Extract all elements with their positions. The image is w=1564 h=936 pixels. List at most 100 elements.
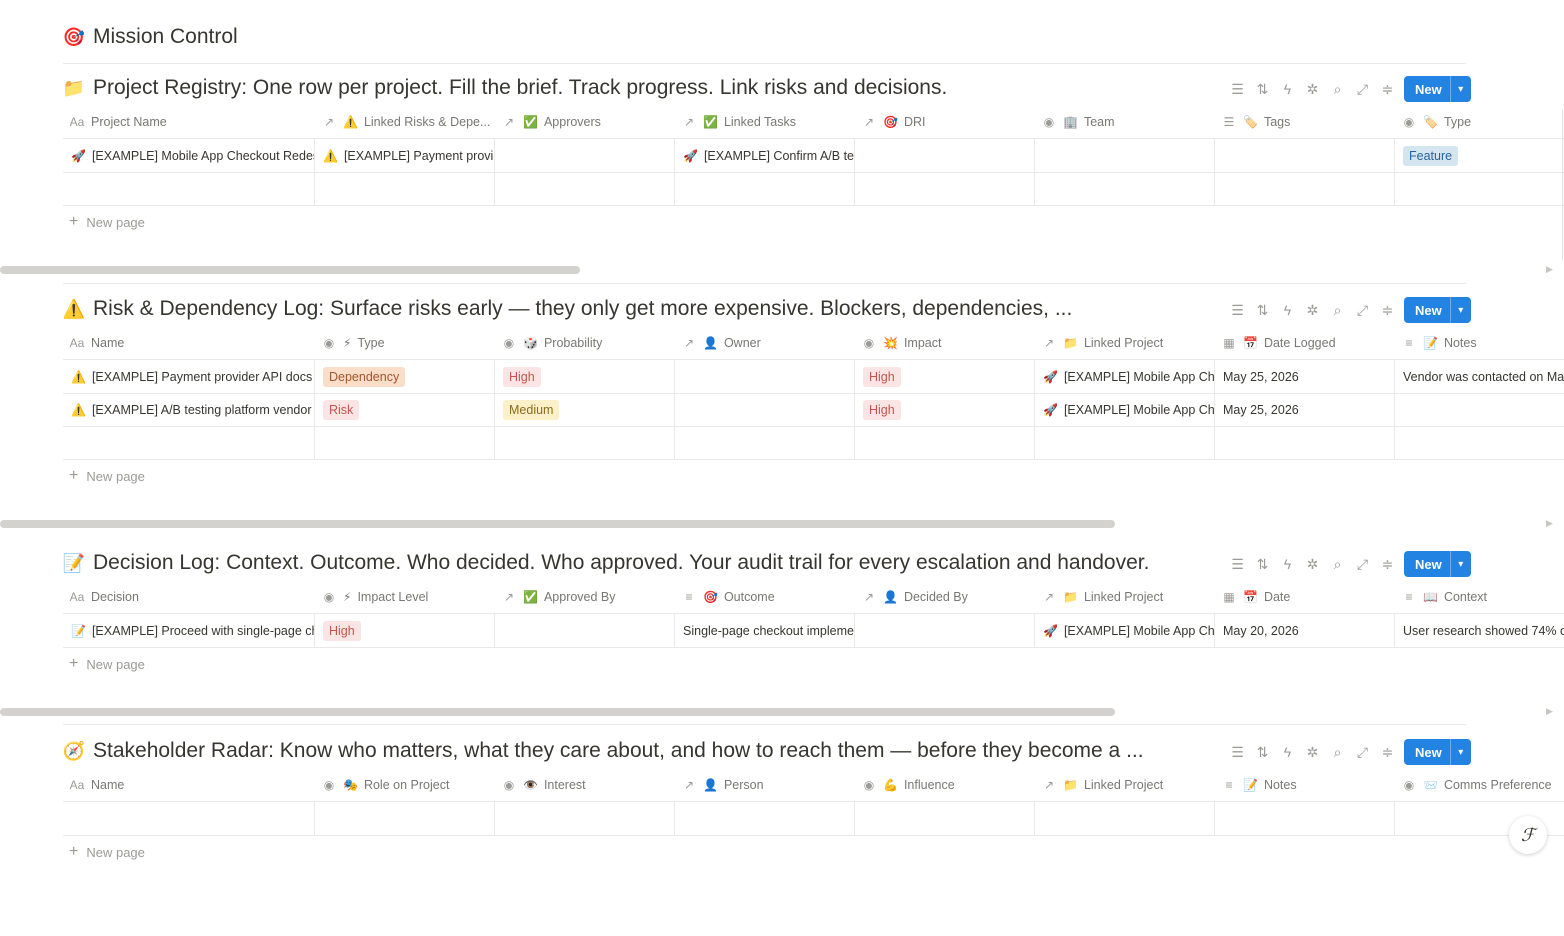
column-header[interactable]: ↗ ✅ Linked Tasks	[675, 106, 855, 138]
table-cell[interactable]	[855, 614, 1035, 647]
scroll-right-arrow-icon[interactable]: ▶	[1546, 518, 1553, 528]
horizontal-scrollbar[interactable]	[0, 708, 1115, 716]
sort-icon[interactable]: ⇅	[1256, 555, 1269, 572]
search-icon[interactable]: ⌕	[1333, 555, 1342, 572]
table-row[interactable]: ⚠️ [EXAMPLE] Payment provider API docs Dep…	[63, 360, 1564, 394]
table-cell[interactable]	[855, 802, 1035, 835]
ai-sparkle-icon[interactable]: ✲	[1306, 743, 1319, 760]
table-cell[interactable]	[1215, 172, 1395, 205]
table-cell[interactable]	[495, 172, 675, 205]
expand-icon[interactable]: ⤢	[1356, 301, 1369, 318]
table-row[interactable]	[63, 802, 1564, 836]
table-cell[interactable]: Vendor was contacted on May	[1395, 360, 1564, 393]
table-cell[interactable]: Feature	[1395, 139, 1564, 172]
table-cell[interactable]: 🚀 [EXAMPLE] Confirm A/B test	[675, 139, 855, 172]
column-header[interactable]: ↗ 👤 Owner	[675, 327, 855, 359]
column-header[interactable]: ◉ 📨 Comms Preference	[1395, 769, 1564, 801]
table-cell[interactable]: High	[315, 614, 495, 647]
search-icon[interactable]: ⌕	[1333, 301, 1342, 318]
new-button[interactable]: New ▾	[1404, 739, 1471, 765]
table-cell[interactable]: ⚠️ [EXAMPLE] A/B testing platform vendor	[63, 393, 315, 426]
new-page-button[interactable]: + New page	[69, 842, 145, 862]
scroll-right-arrow-icon[interactable]: ▶	[1546, 264, 1553, 274]
table-cell[interactable]: 🚀 [EXAMPLE] Mobile App Checkout	[1035, 360, 1215, 393]
table-cell[interactable]	[315, 426, 495, 459]
table-cell[interactable]	[495, 139, 675, 172]
table-cell[interactable]	[495, 426, 675, 459]
table-row[interactable]: ⚠️ [EXAMPLE] A/B testing platform vendor R…	[63, 393, 1564, 427]
table-cell[interactable]	[1035, 426, 1215, 459]
column-header[interactable]: ◉ ⚡ Impact Level	[315, 581, 495, 613]
column-header[interactable]: ≡ 📝 Notes	[1215, 769, 1395, 801]
table-cell[interactable]: 🚀 [EXAMPLE] Mobile App Checkout	[1035, 614, 1215, 647]
search-icon[interactable]: ⌕	[1333, 743, 1342, 760]
new-button[interactable]: New ▾	[1404, 297, 1471, 323]
table-cell[interactable]	[1215, 426, 1395, 459]
search-icon[interactable]: ⌕	[1333, 80, 1342, 97]
column-header[interactable]: ↗ 👤 Person	[675, 769, 855, 801]
table-cell[interactable]: High	[855, 393, 1035, 426]
table-cell[interactable]	[675, 802, 855, 835]
table-cell[interactable]: Medium	[495, 393, 675, 426]
sort-icon[interactable]: ⇅	[1256, 301, 1269, 318]
new-page-button[interactable]: + New page	[69, 654, 145, 674]
column-header[interactable]: ↗ 📁 Linked Project	[1035, 581, 1215, 613]
ai-sparkle-icon[interactable]: ✲	[1306, 555, 1319, 572]
column-header[interactable]: ☰ 🏷️ Tags	[1215, 106, 1395, 138]
table-row[interactable]: 🚀 [EXAMPLE] Mobile App Checkout Redesign ⚠…	[63, 139, 1564, 173]
table-cell[interactable]	[63, 426, 315, 459]
chevron-down-icon[interactable]: ▾	[1449, 551, 1471, 577]
automation-icon[interactable]: ϟ	[1283, 556, 1292, 572]
column-header[interactable]: ↗ ✅ Approved By	[495, 581, 675, 613]
table-cell[interactable]	[855, 172, 1035, 205]
table-cell[interactable]	[315, 802, 495, 835]
database-title[interactable]: 📝 Decision Log: Context. Outcome. Who dec…	[63, 548, 1150, 578]
table-cell[interactable]	[675, 426, 855, 459]
horizontal-scrollbar[interactable]	[0, 520, 1115, 528]
column-header[interactable]: ◉ 💪 Influence	[855, 769, 1035, 801]
column-header[interactable]: ↗ ⚠️ Linked Risks & Depe...	[315, 106, 495, 138]
settings-icon[interactable]: ≑	[1381, 80, 1394, 97]
expand-icon[interactable]: ⤢	[1356, 743, 1369, 760]
database-title[interactable]: ⚠️ Risk & Dependency Log: Surface risks e…	[63, 294, 1073, 324]
sort-icon[interactable]: ⇅	[1256, 80, 1269, 97]
expand-icon[interactable]: ⤢	[1356, 555, 1369, 572]
table-cell[interactable]	[315, 172, 495, 205]
table-cell[interactable]	[675, 172, 855, 205]
new-button-label[interactable]: New	[1415, 81, 1442, 97]
table-cell[interactable]	[1395, 393, 1564, 426]
column-header[interactable]: ◉ 🎲 Probability	[495, 327, 675, 359]
table-cell[interactable]: Risk	[315, 393, 495, 426]
scroll-right-arrow-icon[interactable]: ▶	[1546, 706, 1553, 716]
column-header[interactable]: ↗ 📁 Linked Project	[1035, 769, 1215, 801]
table-cell[interactable]	[495, 802, 675, 835]
column-header[interactable]: ▦ 📅 Date Logged	[1215, 327, 1395, 359]
database-title[interactable]: 📁 Project Registry: One row per project. …	[63, 73, 948, 103]
table-cell[interactable]	[855, 139, 1035, 172]
column-header[interactable]: ◉ 🎭 Role on Project	[315, 769, 495, 801]
table-cell[interactable]	[1035, 172, 1215, 205]
settings-icon[interactable]: ≑	[1381, 743, 1394, 760]
table-row[interactable]	[63, 426, 1564, 460]
column-header[interactable]: Aa Name	[63, 769, 315, 801]
table-cell[interactable]: ⚠️ [EXAMPLE] Payment provider	[315, 139, 495, 172]
chevron-down-icon[interactable]: ▾	[1449, 739, 1471, 765]
horizontal-scrollbar[interactable]	[0, 266, 580, 274]
column-header[interactable]: ▦ 📅 Date	[1215, 581, 1395, 613]
table-cell[interactable]: 🚀 [EXAMPLE] Mobile App Checkout Redesign	[63, 139, 315, 172]
table-cell[interactable]	[495, 614, 675, 647]
table-cell[interactable]: Single-page checkout implemented	[675, 614, 855, 647]
table-cell[interactable]	[1035, 802, 1215, 835]
new-button[interactable]: New ▾	[1404, 551, 1471, 577]
table-cell[interactable]	[1395, 426, 1564, 459]
table-cell[interactable]	[1395, 172, 1564, 205]
column-header[interactable]: Aa Project Name	[63, 106, 315, 138]
new-page-button[interactable]: + New page	[69, 212, 145, 232]
table-cell[interactable]: High	[855, 360, 1035, 393]
new-button-label[interactable]: New	[1415, 556, 1442, 572]
table-cell[interactable]: May 25, 2026	[1215, 393, 1395, 426]
table-cell[interactable]	[1215, 802, 1395, 835]
table-cell[interactable]	[675, 360, 855, 393]
help-button[interactable]: ℱ	[1509, 816, 1547, 854]
table-cell[interactable]	[1035, 139, 1215, 172]
